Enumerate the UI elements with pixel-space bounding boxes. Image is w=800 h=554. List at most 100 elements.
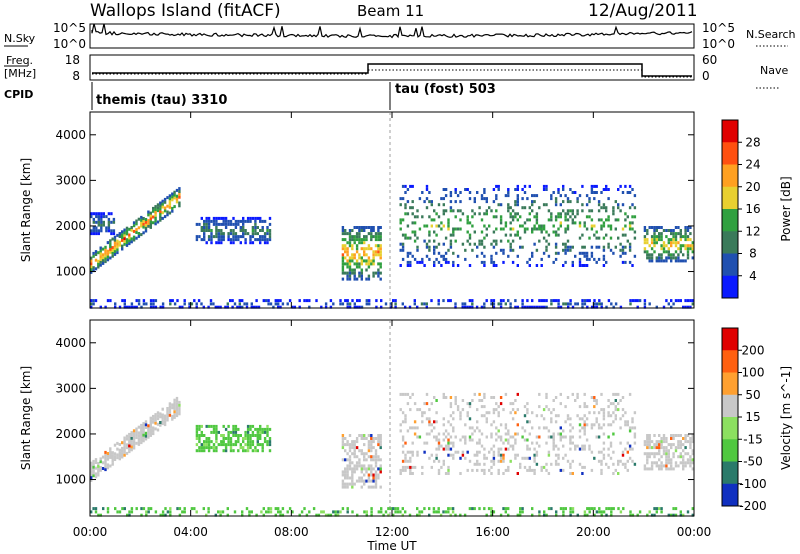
velocity-echo-cell bbox=[552, 408, 555, 412]
power-echo-cell bbox=[140, 221, 143, 225]
velocity-echo-cell bbox=[268, 437, 272, 440]
velocity-echo-cell bbox=[542, 465, 546, 469]
velocity-echo-cell bbox=[97, 473, 100, 477]
velocity-echo-cell bbox=[365, 437, 368, 440]
velocity-echo-cell bbox=[173, 415, 176, 419]
velocity-echo-cell bbox=[346, 510, 349, 514]
power-echo-cell bbox=[514, 212, 517, 216]
power-echo-cell bbox=[574, 302, 577, 306]
velocity-echo-cell bbox=[459, 438, 462, 442]
velocity-echo-cell bbox=[562, 513, 565, 517]
power-echo-cell bbox=[519, 245, 522, 249]
velocity-echo-cell bbox=[121, 449, 124, 453]
velocity-echo-cell bbox=[387, 513, 390, 517]
velocity-echo-cell bbox=[207, 446, 211, 450]
velocity-echo-cell bbox=[578, 447, 582, 451]
power-echo-cell bbox=[358, 235, 361, 239]
power-echo-cell bbox=[413, 233, 417, 237]
velocity-echo-cell bbox=[341, 473, 345, 477]
velocity-echo-cell bbox=[646, 461, 649, 465]
velocity-echo-cell bbox=[370, 434, 373, 437]
velocity-echo-cell bbox=[432, 507, 436, 511]
power-echo-cell bbox=[660, 232, 663, 236]
velocity-echo-cell bbox=[569, 510, 572, 514]
power-echo-cell bbox=[597, 209, 601, 213]
velocity-echo-cell bbox=[628, 444, 632, 448]
power-echo-cell bbox=[351, 244, 354, 248]
power-echo-cell bbox=[379, 265, 382, 269]
velocity-echo-cell bbox=[249, 440, 252, 444]
power-echo-cell bbox=[348, 268, 352, 272]
velocity-echo-cell bbox=[312, 507, 316, 511]
power-echo-cell bbox=[379, 226, 382, 229]
power-echo-cell bbox=[643, 229, 647, 232]
velocity-echo-cell bbox=[286, 510, 289, 514]
power-echo-cell bbox=[650, 238, 654, 242]
freq-unit-label: [MHz] bbox=[4, 67, 36, 80]
power-echo-cell bbox=[251, 216, 255, 220]
power-echo-cell bbox=[433, 251, 436, 255]
velocity-echo-cell bbox=[370, 446, 373, 450]
power-echo-cell bbox=[344, 244, 347, 248]
power-echo-cell bbox=[516, 254, 519, 258]
power-echo-cell bbox=[624, 260, 627, 264]
velocity-echo-cell bbox=[140, 426, 143, 430]
velocity-echo-cell bbox=[229, 430, 233, 434]
velocity-echo-cell bbox=[140, 432, 143, 436]
velocity-echo-cell bbox=[547, 453, 551, 457]
velocity-echo-cell bbox=[562, 444, 565, 448]
power-echo-cell bbox=[684, 259, 687, 263]
velocity-echo-cell bbox=[600, 450, 603, 454]
velocity-echo-cell bbox=[614, 468, 617, 472]
power-echo-cell bbox=[682, 235, 685, 239]
velocity-echo-cell bbox=[488, 411, 491, 415]
velocity-echo-cell bbox=[691, 458, 694, 462]
velocity-echo-cell bbox=[562, 435, 565, 439]
velocity-echo-cell bbox=[360, 464, 363, 468]
velocity-echo-cell bbox=[499, 438, 503, 442]
power-echo-cell bbox=[662, 305, 666, 309]
power-echo-cell bbox=[367, 226, 371, 229]
power-echo-cell bbox=[113, 244, 117, 248]
velocity-echo-cell bbox=[480, 399, 484, 402]
power-echo-cell bbox=[490, 254, 493, 258]
velocity-echo-cell bbox=[205, 424, 208, 428]
power-echo-cell bbox=[353, 274, 356, 278]
power-echo-cell bbox=[566, 209, 570, 213]
power-echo-cell bbox=[254, 226, 257, 229]
power-echo-cell bbox=[665, 229, 668, 232]
power-echo-cell bbox=[507, 206, 510, 210]
velocity-echo-cell bbox=[156, 422, 160, 426]
power-echo-cell bbox=[597, 218, 601, 222]
power-echo-cell bbox=[231, 299, 234, 303]
power-echo-cell bbox=[365, 253, 368, 257]
power-echo-cell bbox=[95, 226, 98, 230]
velocity-echo-cell bbox=[614, 405, 617, 409]
velocity-echo-cell bbox=[672, 434, 675, 437]
velocity-echo-cell bbox=[602, 417, 606, 421]
power-echo-cell bbox=[535, 221, 539, 225]
power-echo-cell bbox=[495, 227, 498, 231]
power-echo-cell bbox=[466, 188, 469, 191]
power-echo-cell bbox=[495, 184, 498, 188]
power-echo-cell bbox=[564, 230, 567, 234]
velocity-echo-cell bbox=[559, 432, 562, 436]
power-echo-cell bbox=[303, 299, 306, 303]
velocity-echo-cell bbox=[372, 458, 375, 462]
velocity-echo-cell bbox=[430, 402, 433, 406]
power-echo-cell bbox=[437, 260, 441, 264]
power-echo-cell bbox=[586, 305, 589, 309]
power-echo-cell bbox=[255, 299, 258, 303]
velocity-echo-cell bbox=[619, 399, 622, 402]
power-echo-cell bbox=[516, 230, 519, 234]
power-echo-cell bbox=[468, 236, 472, 240]
power-echo-cell bbox=[433, 218, 436, 222]
velocity-echo-cell bbox=[135, 430, 138, 434]
power-echo-cell bbox=[483, 245, 486, 249]
velocity-echo-cell bbox=[492, 420, 496, 424]
velocity-echo-cell bbox=[557, 432, 560, 436]
velocity-echo-cell bbox=[682, 513, 685, 517]
power-echo-cell bbox=[540, 224, 543, 228]
velocity-echo-cell bbox=[265, 510, 268, 514]
